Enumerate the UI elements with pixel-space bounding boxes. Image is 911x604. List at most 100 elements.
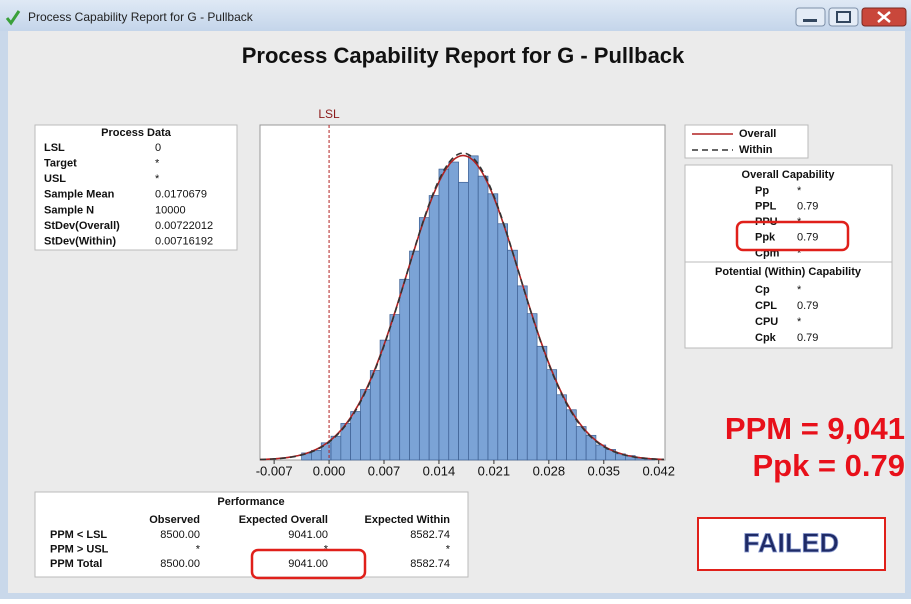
- histogram-bar: [468, 155, 479, 461]
- process-data-value: *: [155, 173, 160, 185]
- minimize-button[interactable]: [795, 7, 826, 27]
- capability-label: Cp: [755, 284, 770, 296]
- capability-label: Ppk: [755, 232, 776, 244]
- histogram-bar: [438, 168, 450, 461]
- legend-label: Overall: [739, 128, 776, 140]
- process-data-label: LSL: [44, 142, 65, 154]
- histogram-bar: [497, 223, 508, 461]
- histogram-bar: [526, 313, 538, 461]
- maximize-button[interactable]: [828, 7, 859, 27]
- histogram-bar: [399, 278, 410, 461]
- process-data-value: 0: [155, 142, 161, 154]
- fit-curve: [260, 152, 665, 461]
- process-data-label: USL: [44, 173, 66, 185]
- minimize-icon: [803, 19, 817, 22]
- capability-value: *: [797, 185, 802, 197]
- performance-column: Expected Overall: [239, 514, 328, 526]
- histogram-bar: [389, 314, 401, 461]
- ppk-highlight: [735, 220, 850, 252]
- histogram-bar: [517, 285, 528, 461]
- potential-capability-box: [684, 261, 893, 349]
- status-box: [697, 517, 886, 571]
- histogram-bar: [536, 345, 548, 461]
- process-data-title: Process Data: [101, 127, 172, 139]
- report-title: Process Capability Report for G - Pullba…: [242, 43, 685, 68]
- capability-value: 0.79: [797, 300, 818, 312]
- histogram-bar: [330, 435, 342, 461]
- process-data-label: StDev(Within): [44, 236, 116, 248]
- histogram-bar: [507, 249, 518, 461]
- ppk-annotation: Ppk = 0.79: [752, 448, 905, 483]
- process-data-value: 0.00722012: [155, 220, 213, 232]
- capability-value: 0.79: [797, 201, 818, 213]
- legend-label: Within: [739, 144, 773, 156]
- histogram-bar: [556, 394, 567, 461]
- histogram-bar: [350, 411, 361, 461]
- performance-title: Performance: [217, 496, 284, 508]
- process-data-label: StDev(Overall): [44, 220, 120, 232]
- overall-capability-box: [684, 164, 893, 263]
- capability-label: PPL: [755, 201, 777, 213]
- process-data-value: *: [155, 158, 160, 170]
- x-tick-label: 0.000: [313, 463, 346, 478]
- potential-capability-title: Potential (Within) Capability: [715, 266, 862, 278]
- capability-label: Pp: [755, 185, 769, 197]
- histogram-bar: [428, 195, 440, 461]
- x-tick-label: 0.042: [642, 463, 675, 478]
- capability-value: *: [797, 316, 802, 328]
- performance-cell: 9041.00: [288, 529, 328, 541]
- window-title: Process Capability Report for G - Pullba…: [28, 10, 254, 24]
- histogram-bar: [477, 175, 489, 461]
- performance-column: Expected Within: [365, 514, 451, 526]
- capability-label: CPU: [755, 316, 778, 328]
- lsl-label: LSL: [318, 107, 340, 121]
- histogram-bar: [546, 369, 558, 461]
- x-tick-label: 0.021: [478, 463, 511, 478]
- histogram-bar: [487, 193, 499, 461]
- histogram-bar: [448, 161, 459, 461]
- process-data-value: 0.00716192: [155, 236, 213, 248]
- process-data-value: 0.0170679: [155, 189, 207, 201]
- capability-value: 0.79: [797, 332, 818, 344]
- status-text: FAILED: [743, 528, 839, 558]
- capability-label: Cpk: [755, 332, 777, 344]
- process-data-label: Target: [44, 158, 77, 170]
- title-bar: [0, 0, 911, 31]
- histogram-bar: [458, 181, 469, 461]
- performance-row-label: PPM > USL: [50, 543, 109, 555]
- ppm-annotation: PPM = 9,041: [725, 411, 905, 446]
- x-tick-label: 0.007: [368, 463, 401, 478]
- close-icon: [877, 11, 891, 23]
- app-icon: [5, 10, 21, 26]
- performance-row-label: PPM < LSL: [50, 529, 107, 541]
- overall-capability-title: Overall Capability: [742, 169, 836, 181]
- process-data-label: Sample N: [44, 204, 94, 216]
- capability-label: CPL: [755, 300, 777, 312]
- performance-cell: 9041.00: [288, 558, 328, 570]
- x-tick-label: 0.028: [533, 463, 566, 478]
- capability-value: *: [797, 284, 802, 296]
- x-tick-label: 0.014: [423, 463, 456, 478]
- process-data-value: 10000: [155, 204, 186, 216]
- histogram-bar: [418, 217, 430, 461]
- performance-cell: 8500.00: [160, 529, 200, 541]
- histogram-bar: [409, 250, 420, 461]
- performance-cell: *: [196, 543, 201, 555]
- performance-cell: *: [446, 543, 451, 555]
- performance-cell: 8500.00: [160, 558, 200, 570]
- capability-value: 0.79: [797, 232, 818, 244]
- process-data-label: Sample Mean: [44, 189, 115, 201]
- ppm-total-highlight: [250, 548, 367, 580]
- performance-cell: 8582.74: [410, 529, 450, 541]
- x-tick-label: 0.035: [588, 463, 621, 478]
- performance-cell: 8582.74: [410, 558, 450, 570]
- capability-value: *: [797, 247, 802, 259]
- process-data-box: [34, 124, 238, 251]
- x-tick-label: -0.007: [256, 463, 293, 478]
- performance-column: Observed: [149, 514, 200, 526]
- histogram-bar: [379, 339, 391, 461]
- legend-box: [684, 124, 809, 159]
- histogram-bar: [360, 389, 371, 461]
